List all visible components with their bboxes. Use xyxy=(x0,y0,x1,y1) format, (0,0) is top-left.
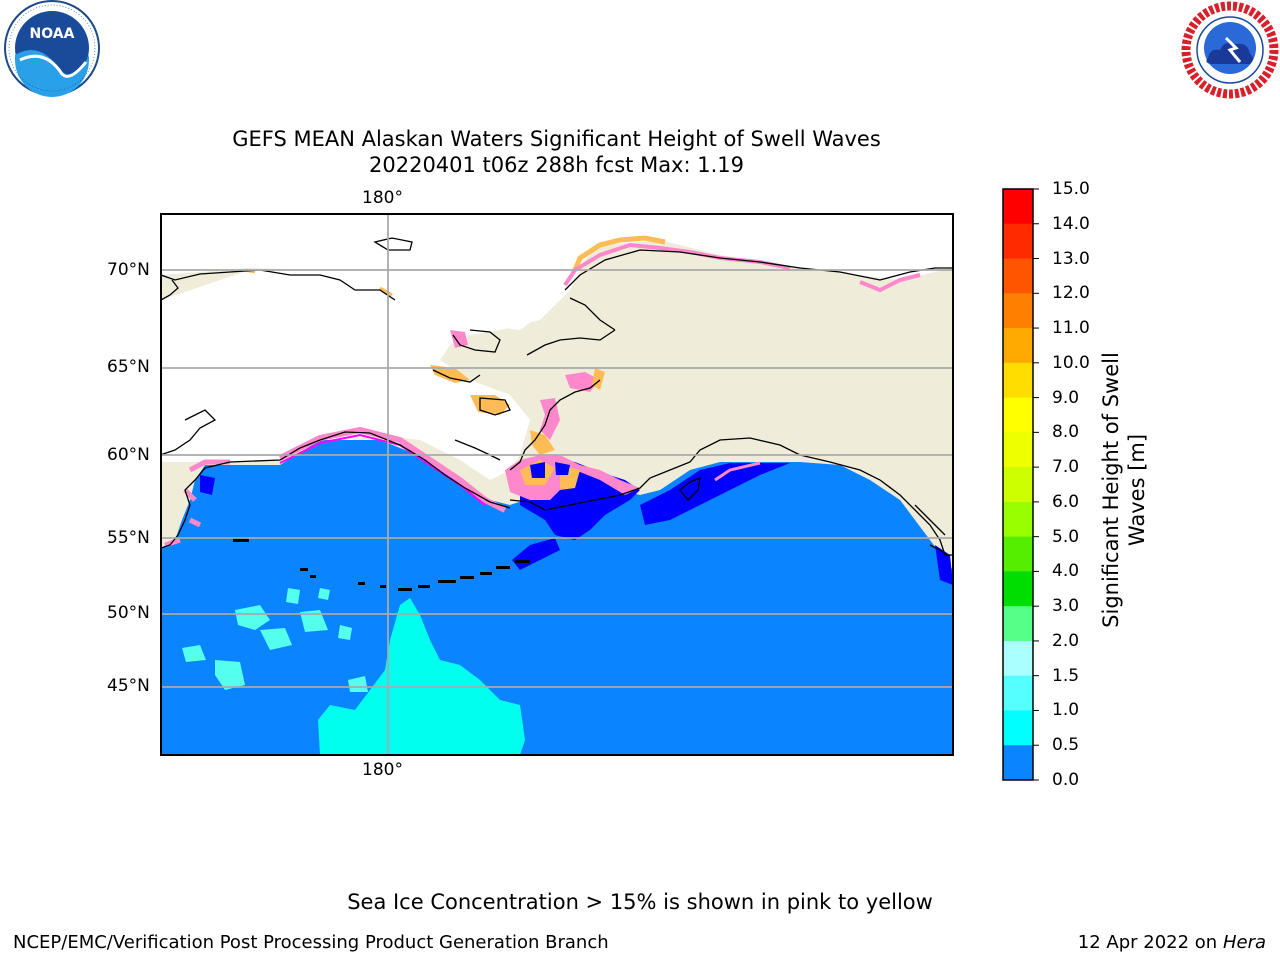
coastlines xyxy=(161,237,953,556)
ocean-area xyxy=(161,440,953,755)
colorbar-label-line-1: Significant Height of Swell xyxy=(1099,352,1123,628)
colorbar-swatch xyxy=(1003,362,1033,399)
colorbar-swatch xyxy=(1003,189,1033,225)
colorbar-swatch xyxy=(1003,571,1033,607)
colorbar-tick-label: 9.0 xyxy=(1052,387,1080,408)
colorbar-swatch xyxy=(1003,258,1033,294)
colorbar-swatch xyxy=(1003,640,1033,677)
colorbar-tick-label: 0.0 xyxy=(1052,770,1080,790)
colorbar-tick-label: 4.0 xyxy=(1052,561,1080,582)
title-line-2: 20220401 t06z 288h fcst Max: 1.19 xyxy=(369,153,744,177)
colorbar-swatch xyxy=(1003,293,1033,329)
colorbar-swatch xyxy=(1003,432,1033,468)
colorbar-tick-label: 10.0 xyxy=(1052,352,1090,373)
high-swell-area xyxy=(318,598,525,755)
colorbar-tick-label: 8.0 xyxy=(1052,422,1080,443)
colorbar-tick-label: 3.0 xyxy=(1052,596,1080,617)
map-frame xyxy=(160,213,954,756)
colorbar-tick-label: 5.0 xyxy=(1052,526,1080,547)
lat-label-55: 55°N xyxy=(107,528,150,548)
colorbar-tick-label: 13.0 xyxy=(1052,248,1090,269)
colorbar-swatch xyxy=(1003,675,1033,711)
sea-ice-note: Sea Ice Concentration > 15% is shown in … xyxy=(347,890,933,914)
lat-label-65: 65°N xyxy=(107,357,150,377)
colorbar-label-line-2: Waves [m] xyxy=(1125,433,1149,547)
colorbar-swatch xyxy=(1003,397,1033,433)
colorbar-swatch xyxy=(1003,467,1033,503)
noaa-logo-text: NOAA xyxy=(30,26,75,42)
colorbar-swatch xyxy=(1003,606,1033,642)
colorbar-tick-label: 11.0 xyxy=(1052,318,1090,339)
colorbar-tick-label: 1.0 xyxy=(1052,700,1080,721)
colorbar-swatch xyxy=(1003,501,1033,538)
graticule xyxy=(161,214,953,755)
colorbar-swatch xyxy=(1003,328,1033,364)
colorbar-swatch xyxy=(1003,745,1033,781)
lon-label-top: 180° xyxy=(362,188,403,208)
colorbar-tick-label: 6.0 xyxy=(1052,491,1080,512)
noaa-logo: NOAA xyxy=(4,0,100,97)
footer-date-text: 12 Apr 2022 on xyxy=(1077,932,1223,953)
colorbar-tick-label: 12.0 xyxy=(1052,283,1090,304)
title-line-1: GEFS MEAN Alaskan Waters Significant Hei… xyxy=(232,127,881,151)
colorbar-tick-label: 0.5 xyxy=(1052,735,1080,756)
colorbar-tick-label: 7.0 xyxy=(1052,457,1080,478)
lat-label-50: 50°N xyxy=(107,603,150,623)
footer-machine: Hera xyxy=(1222,932,1266,953)
lon-label-bottom: 180° xyxy=(362,760,403,780)
low-swell-area-gulf xyxy=(640,463,790,525)
lat-label-70: 70°N xyxy=(107,260,150,280)
colorbar-swatch xyxy=(1003,536,1033,572)
footer-date: 12 Apr 2022 on Hera xyxy=(1078,932,1266,953)
aleutian-islands xyxy=(233,538,530,591)
colorbar-tick-label: 14.0 xyxy=(1052,213,1090,234)
lat-label-60: 60°N xyxy=(107,445,150,465)
colorbar-tick-label: 15.0 xyxy=(1052,179,1090,199)
colorbar-tick-label: 2.0 xyxy=(1052,630,1080,651)
colorbar-swatch xyxy=(1003,223,1033,260)
colorbar-swatch xyxy=(1003,710,1033,746)
nws-logo xyxy=(1181,1,1279,99)
colorbar-tick-label: 1.5 xyxy=(1052,665,1080,686)
lat-label-45: 45°N xyxy=(107,676,150,696)
footer-branch: NCEP/EMC/Verification Post Processing Pr… xyxy=(13,932,609,953)
